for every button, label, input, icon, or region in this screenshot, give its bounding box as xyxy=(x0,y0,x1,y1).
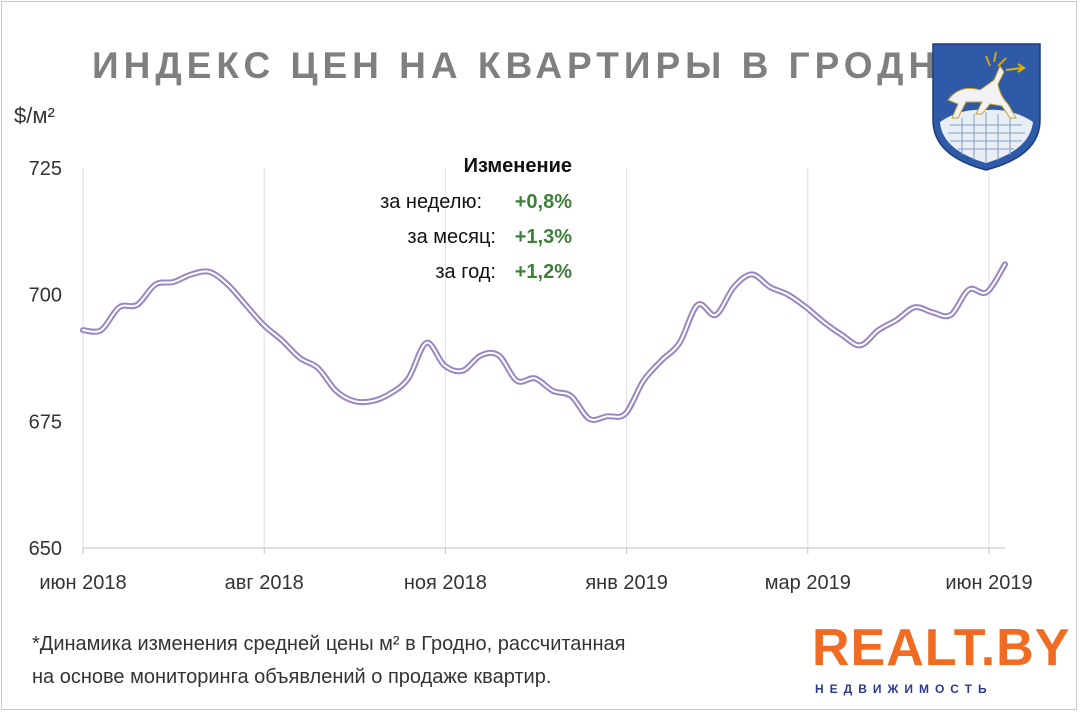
chart-title: ИНДЕКС ЦЕН НА КВАРТИРЫ В ГРОДНО xyxy=(92,45,974,86)
change-year-value: +1,2% xyxy=(515,261,572,283)
change-month-label: за месяц: xyxy=(407,226,496,248)
y-axis-unit: $/м² xyxy=(14,103,55,128)
x-tick-label: янв 2019 xyxy=(585,572,668,594)
change-box: Изменение за неделю: +0,8% за месяц: +1,… xyxy=(380,155,572,283)
grid-lines xyxy=(82,168,1005,554)
change-box-heading: Изменение xyxy=(464,155,572,177)
coat-of-arms-icon xyxy=(932,43,1041,171)
change-year-label: за год: xyxy=(435,261,496,283)
x-tick-label: июн 2018 xyxy=(39,572,126,594)
series-line xyxy=(80,261,1008,423)
y-tick-labels: 650 675 700 725 xyxy=(29,158,62,560)
change-week-value: +0,8% xyxy=(515,191,572,213)
footnote-line-2: на основе мониторинга объявлений о прода… xyxy=(32,666,552,688)
x-tick-labels: июн 2018 авг 2018 ноя 2018 янв 2019 мар 2019… xyxy=(39,572,1032,594)
change-month-value: +1,3% xyxy=(515,226,572,248)
x-tick-label: авг 2018 xyxy=(225,572,304,594)
x-tick-label: мар 2019 xyxy=(765,572,851,594)
y-tick-label: 725 xyxy=(29,158,62,180)
change-week-label: за неделю: xyxy=(380,191,482,213)
x-tick-label: июн 2019 xyxy=(945,572,1032,594)
realt-logo: REALT.BY xyxy=(812,619,1071,677)
y-tick-label: 700 xyxy=(29,285,62,307)
footnote-line-1: *Динамика изменения средней цены м² в Гр… xyxy=(32,633,626,655)
realt-logo-subtitle: НЕДВИЖИМОСТЬ xyxy=(815,682,993,696)
footnote: *Динамика изменения средней цены м² в Гр… xyxy=(32,628,812,694)
x-tick-label: ноя 2018 xyxy=(404,572,487,594)
price-line-inner xyxy=(82,263,1006,421)
y-tick-label: 675 xyxy=(29,411,62,433)
y-tick-label: 650 xyxy=(29,538,62,560)
